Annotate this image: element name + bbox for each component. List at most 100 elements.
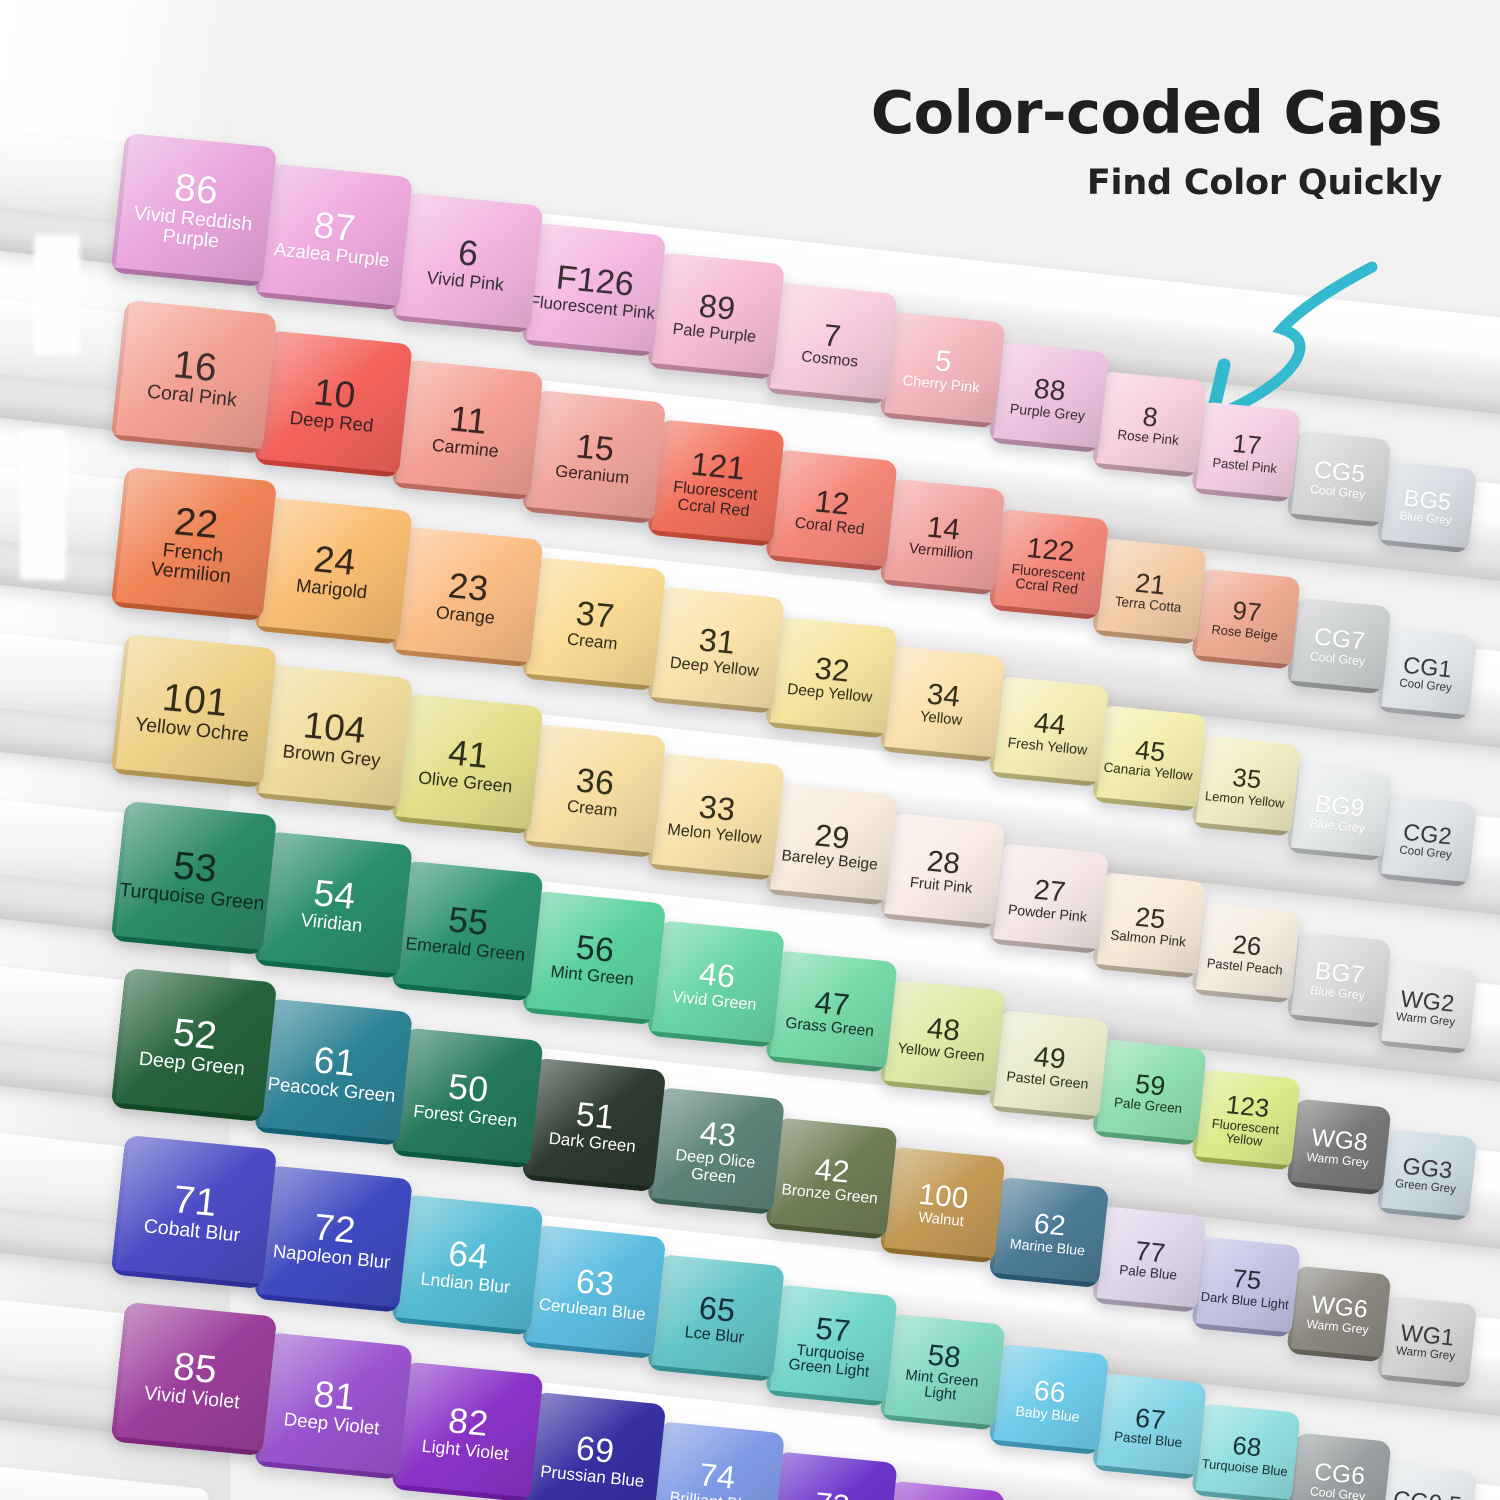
marker-cap[interactable]: 44 Fresh Yellow [988,675,1109,787]
marker-cap[interactable]: 34 Yellow [879,645,1006,763]
marker-cap[interactable]: 100 Walnut [879,1146,1006,1264]
marker-cap[interactable]: 54 Viridian [254,830,414,978]
marker-cap[interactable]: 51 Dark Green [521,1057,667,1192]
marker-cap[interactable]: BG9 Blue Grey [1286,764,1392,862]
marker-cap[interactable]: 57 Turquoise Green Light [765,1283,898,1407]
marker-cap[interactable]: 85 Vivid Violet [110,1301,278,1456]
marker-cap[interactable]: 104 Brown Grey [254,663,414,811]
marker-cap[interactable]: 59 Pale Green [1092,1039,1208,1146]
marker-cap[interactable]: 122 Fluorescent Ccral Red [988,508,1109,620]
marker-cap[interactable]: 11 Carmine [391,359,543,500]
marker-cap[interactable]: CG5 Cool Grey [1286,430,1392,528]
marker-cap[interactable]: 52 Deep Green [110,967,278,1122]
marker-cap[interactable]: 65 Lce Blur [646,1254,785,1383]
marker-cap[interactable]: 32 Deep Yellow [765,615,898,739]
marker-cap[interactable]: 17 Pastel Pink [1191,400,1302,503]
marker-cap[interactable]: 24 Marigold [254,496,414,644]
cap-bottom-edge [255,624,398,644]
marker-cap[interactable]: 81 Deep Violet [254,1331,414,1479]
marker-cap[interactable]: 82 Light Violet [391,1361,543,1500]
marker-cap[interactable]: 14 Vermillion [879,478,1006,596]
marker-cap[interactable]: 22 French Vermilion [110,466,278,621]
cap-bottom-edge [391,1316,528,1335]
marker-cap[interactable]: 66 Baby Blue [988,1343,1109,1455]
cap-bottom-edge [255,791,398,811]
marker-cap[interactable]: 83Lavender [879,1480,1006,1500]
marker-cap[interactable]: 48 Yellow Green [879,979,1006,1097]
marker-cap[interactable]: 21 Terra Cotta [1092,538,1208,645]
marker-cap[interactable]: 55 Emerald Green [391,860,543,1001]
marker-cap[interactable]: 5 Cherry Pink [879,311,1006,429]
marker-cap[interactable]: 73Ultra Violet [765,1450,898,1500]
cap-label: 17 Pastel Pink [1209,428,1283,476]
marker-cap[interactable]: BG7 Blue Grey [1286,931,1392,1029]
marker-cap[interactable]: 87 Azalea Purple [254,162,414,310]
marker-cap[interactable]: 8 Rose Pink [1092,371,1208,478]
marker-cap[interactable]: 6 Vivid Pink [391,192,543,333]
marker-cap[interactable]: 86 Vivid Reddish Purple [110,132,278,287]
marker-cap[interactable]: WG1 Warm Grey [1376,1295,1477,1388]
marker-cap[interactable]: CG2 Cool Grey [1376,794,1477,887]
marker-cap[interactable]: 46 Vivid Green [646,920,785,1049]
marker-cap[interactable]: CG1 Cool Grey [1376,627,1477,720]
marker-cap[interactable]: 26 Pastel Peach [1191,901,1302,1004]
marker-cap[interactable]: 36 Cream [521,723,667,858]
marker-cap[interactable]: 53 Turquoise Green [110,800,278,955]
marker-cap[interactable]: 7 Cosmos [765,281,898,405]
marker-cap[interactable]: WG6 Warm Grey [1286,1265,1392,1363]
marker-cap[interactable]: 47 Grass Green [765,949,898,1073]
marker-cap[interactable]: 50 Forest Green [391,1027,543,1168]
marker-cap[interactable]: 71 Cobalt Blur [110,1134,278,1289]
marker-cap[interactable]: 42 Bronze Green [765,1116,898,1240]
marker-cap[interactable]: 77 Pale Blue [1092,1206,1208,1313]
marker-cap[interactable]: 35 Lemon Yellow [1191,734,1302,837]
marker-cap[interactable]: CG7 Cool Grey [1286,597,1392,695]
marker-cap[interactable]: WG8 Warm Grey [1286,1098,1392,1196]
marker-cap[interactable]: BG5 Blue Grey [1376,460,1477,553]
marker-cap[interactable]: 56 Mint Green [521,890,667,1025]
marker-cap[interactable]: 121 Fluorescent Ccral Red [646,419,785,548]
marker-cap[interactable]: 10 Deep Red [254,329,414,477]
cap-label: 33 Melon Yellow [663,787,768,847]
cap-color-name: Orange [434,602,496,628]
marker-cap[interactable]: 97 Rose Beige [1191,567,1302,670]
marker-cap[interactable]: 15 Geranium [521,389,667,524]
cap-code: 37 [574,593,617,636]
marker-cap[interactable]: 37 Cream [521,556,667,691]
marker-cap[interactable]: 74Brilliant Blue [646,1421,785,1500]
marker-cap[interactable]: 62 Marine Blue [988,1176,1109,1288]
marker-cap[interactable]: 88 Purple Grey [988,341,1109,453]
marker-cap[interactable]: 101 Yellow Ochre [110,633,278,788]
marker-cap[interactable]: 31 Deep Yellow [646,586,785,715]
marker-cap[interactable]: 58 Mint Green Light [879,1313,1006,1431]
marker-cap[interactable]: 75 Dark Blue Light [1191,1235,1302,1338]
marker-cap[interactable]: F126 Fluorescent Pink [521,222,667,357]
marker-cap[interactable]: 23 Orange [391,526,543,667]
cap-label: 58 Mint Green Light [882,1336,1003,1408]
marker-cap[interactable]: 28 Fruit Pink [879,812,1006,930]
marker-cap[interactable]: CG6 Cool Grey [1286,1432,1392,1500]
marker-cap[interactable]: 25 Salmon Pink [1092,872,1208,979]
marker-cap[interactable]: WG2 Warm Grey [1376,961,1477,1054]
marker-cap[interactable]: 72 Napoleon Blur [254,1164,414,1312]
marker-cap[interactable]: 68 Turquoise Blue [1191,1402,1302,1500]
marker-cap[interactable]: 69 Prussian Blue [521,1391,667,1500]
marker-cap[interactable]: 63 Cerulean Blue [521,1224,667,1359]
marker-cap[interactable]: 33 Melon Yellow [646,753,785,882]
marker-cap[interactable]: 67 Pastel Blue [1092,1373,1208,1480]
cap-bottom-edge [1377,706,1467,720]
marker-cap[interactable]: 64 Lndian Blur [391,1194,543,1335]
marker-cap[interactable]: 12 Coral Red [765,448,898,572]
marker-cap[interactable]: 41 Olive Green [391,693,543,834]
marker-cap[interactable]: 43 Deep Olice Green [646,1087,785,1216]
marker-cap[interactable]: 16 Coral Pink [110,299,278,454]
marker-cap[interactable]: 49 Pastel Green [988,1009,1109,1121]
marker-cap[interactable]: 61 Peacock Green [254,997,414,1145]
marker-cap[interactable]: 45 Canaria Yellow [1092,705,1208,812]
marker-cap[interactable]: 89 Pale Purple [646,252,785,381]
marker-cap[interactable]: 123 Fluorescent Yellow [1191,1068,1302,1171]
marker-cap[interactable]: 29 Bareley Beige [765,782,898,906]
marker-cap[interactable]: GG3 Green Grey [1376,1128,1477,1221]
marker-cap[interactable]: 27 Powder Pink [988,842,1109,954]
